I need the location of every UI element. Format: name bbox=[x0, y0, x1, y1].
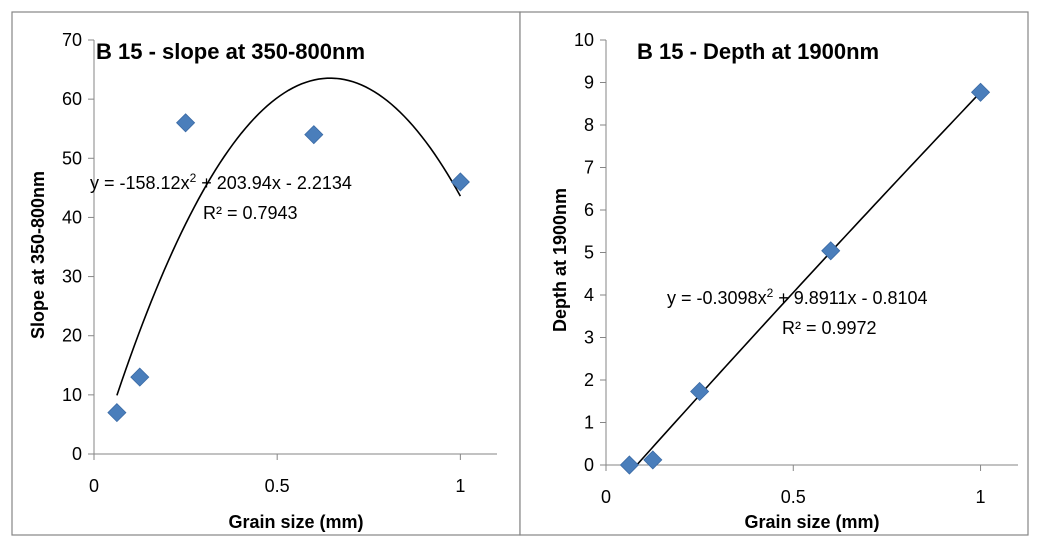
slope-y-tick-label: 10 bbox=[62, 385, 82, 405]
slope-trend-equation: y = -158.12x2 + 203.94x - 2.2134 bbox=[90, 171, 352, 193]
slope-x-tick-label: 1 bbox=[455, 476, 465, 496]
slope-y-tick-label: 60 bbox=[62, 89, 82, 109]
depth-x-axis-title: Grain size (mm) bbox=[744, 512, 879, 532]
depth-y-tick-label: 2 bbox=[584, 370, 594, 390]
depth-y-tick-label: 4 bbox=[584, 285, 594, 305]
depth-y-axis-title: Depth at 1900nm bbox=[550, 188, 570, 332]
depth-eq-suffix: + 9.8911x - 0.8104 bbox=[773, 288, 927, 308]
slope-eq-suffix: + 203.94x - 2.2134 bbox=[196, 173, 352, 193]
depth-x-tick-label: 0 bbox=[601, 487, 611, 507]
slope-x-axis-title: Grain size (mm) bbox=[228, 512, 363, 532]
slope-eq-prefix: y = -158.12x bbox=[90, 173, 190, 193]
depth-x-tick-label: 0.5 bbox=[781, 487, 806, 507]
slope-x-tick-label: 0 bbox=[89, 476, 99, 496]
depth-eq-prefix: y = -0.3098x bbox=[667, 288, 767, 308]
depth-y-tick-label: 9 bbox=[584, 73, 594, 93]
slope-x-tick-label: 0.5 bbox=[265, 476, 290, 496]
depth-chart-title: B 15 - Depth at 1900nm bbox=[637, 39, 879, 64]
depth-y-tick-label: 6 bbox=[584, 200, 594, 220]
slope-y-tick-label: 0 bbox=[72, 444, 82, 464]
slope-y-tick-label: 30 bbox=[62, 267, 82, 287]
depth-chart: 0 1 2 3 4 5 6 7 8 9 10 0 0.5 1 B 15 - Depth at 1900nm… bbox=[520, 12, 1028, 535]
depth-r-squared: R² = 0.9972 bbox=[782, 318, 877, 338]
slope-chart-frame bbox=[12, 12, 520, 535]
depth-y-tick-label: 3 bbox=[584, 328, 594, 348]
depth-y-tick-label: 5 bbox=[584, 243, 594, 263]
depth-x-tick-label: 1 bbox=[976, 487, 986, 507]
slope-chart-title: B 15 - slope at 350-800nm bbox=[96, 39, 365, 64]
slope-y-tick-label: 70 bbox=[62, 30, 82, 50]
slope-y-tick-label: 50 bbox=[62, 148, 82, 168]
slope-y-tick-label: 20 bbox=[62, 326, 82, 346]
depth-y-tick-label: 0 bbox=[584, 455, 594, 475]
depth-trend-equation: y = -0.3098x2 + 9.8911x - 0.8104 bbox=[667, 286, 928, 308]
depth-y-tick-label: 8 bbox=[584, 115, 594, 135]
depth-y-tick-label: 10 bbox=[574, 30, 594, 50]
depth-y-tick-label: 1 bbox=[584, 413, 594, 433]
slope-y-axis-title: Slope at 350-800nm bbox=[28, 171, 48, 339]
depth-y-tick-label: 7 bbox=[584, 158, 594, 178]
slope-y-tick-label: 40 bbox=[62, 207, 82, 227]
slope-r-squared: R² = 0.7943 bbox=[203, 203, 298, 223]
slope-chart: 0 10 20 30 40 50 60 70 0 0.5 1 B 15 - slope at 350… bbox=[12, 12, 520, 535]
depth-chart-frame bbox=[520, 12, 1028, 535]
